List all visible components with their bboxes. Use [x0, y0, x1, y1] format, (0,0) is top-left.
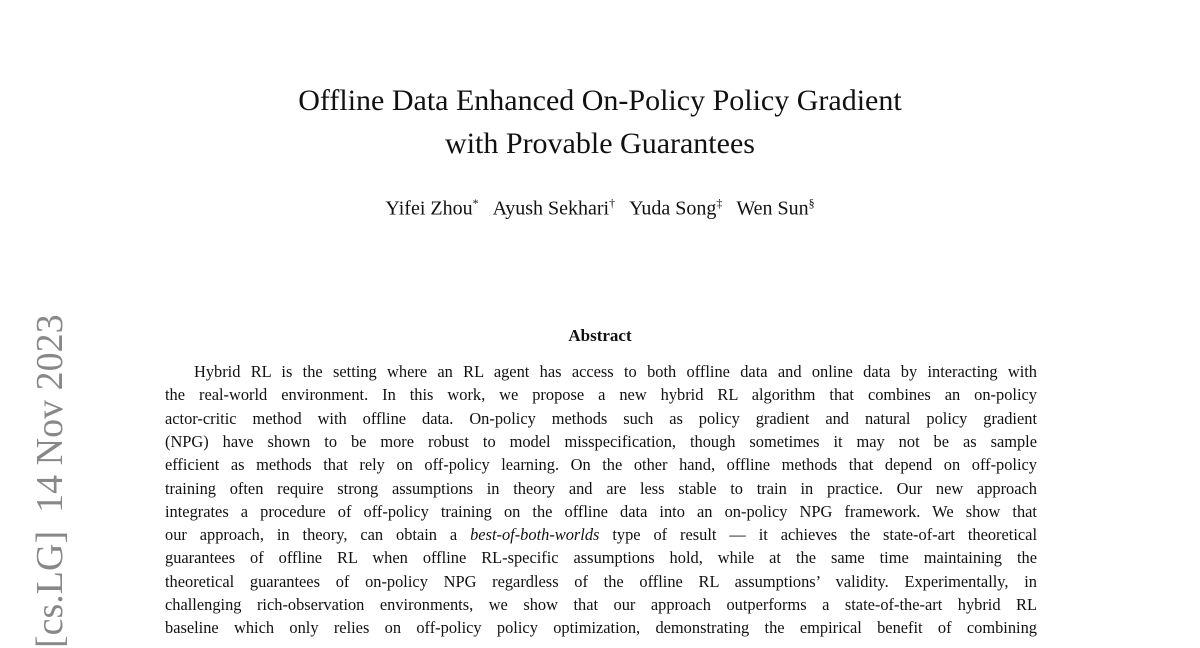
author-mark: † — [609, 196, 616, 210]
abstract-line: theoretical guarantees of on-policy NPG … — [165, 571, 1037, 591]
arxiv-category: [cs.LG] — [29, 530, 71, 648]
abstract-line: training often require strong assumption… — [165, 478, 1037, 498]
abstract-line: baseline which only relies on off-policy… — [165, 618, 1037, 638]
abstract-line: actor-critic method with offline data. O… — [165, 408, 1037, 428]
abstract-line: challenging rich-observation environment… — [165, 595, 1037, 614]
abstract-line: efficient as methods that rely on off-po… — [165, 455, 1037, 475]
abstract-text: our approach, in theory, can obtain a — [165, 525, 471, 545]
abstract-heading: Abstract — [568, 326, 632, 345]
abstract-line: Hybrid RL is the setting where an RL age… — [194, 362, 1037, 381]
author-name: Yifei Zhou — [385, 197, 473, 220]
arxiv-stamp: [cs.LG]14 Nov 2023 — [28, 296, 72, 648]
author-name: Ayush Sekhari — [492, 197, 610, 220]
authors: Yifei Zhou* Ayush Sekhari† Yuda Song‡ Wen S… — [0, 196, 1200, 221]
title-line: Offline Data Enhanced On-Policy Policy G… — [298, 84, 902, 117]
author-mark: ‡ — [716, 196, 723, 210]
abstract-line: the real-world environment. In this work… — [165, 385, 1037, 405]
abstract-line: guarantees of offline RL when offline RL… — [165, 548, 1037, 568]
abstract-emphasis: best-of-both-worlds — [470, 525, 600, 545]
author-mark: * — [472, 196, 479, 210]
author-name: Wen Sun — [736, 197, 809, 220]
author-mark: § — [808, 196, 815, 210]
abstract-text: type of result — it achieves the state-o… — [599, 525, 1038, 545]
abstract-line: (NPG) have shown to be more robust to mo… — [165, 431, 1037, 451]
abstract-line: our approach, in theory, can obtain a be… — [165, 525, 1037, 545]
author-name: Yuda Song — [629, 197, 717, 220]
abstract-line: integrates a procedure of off-policy tra… — [165, 501, 1037, 521]
title-line: with Provable Guarantees — [445, 127, 755, 160]
